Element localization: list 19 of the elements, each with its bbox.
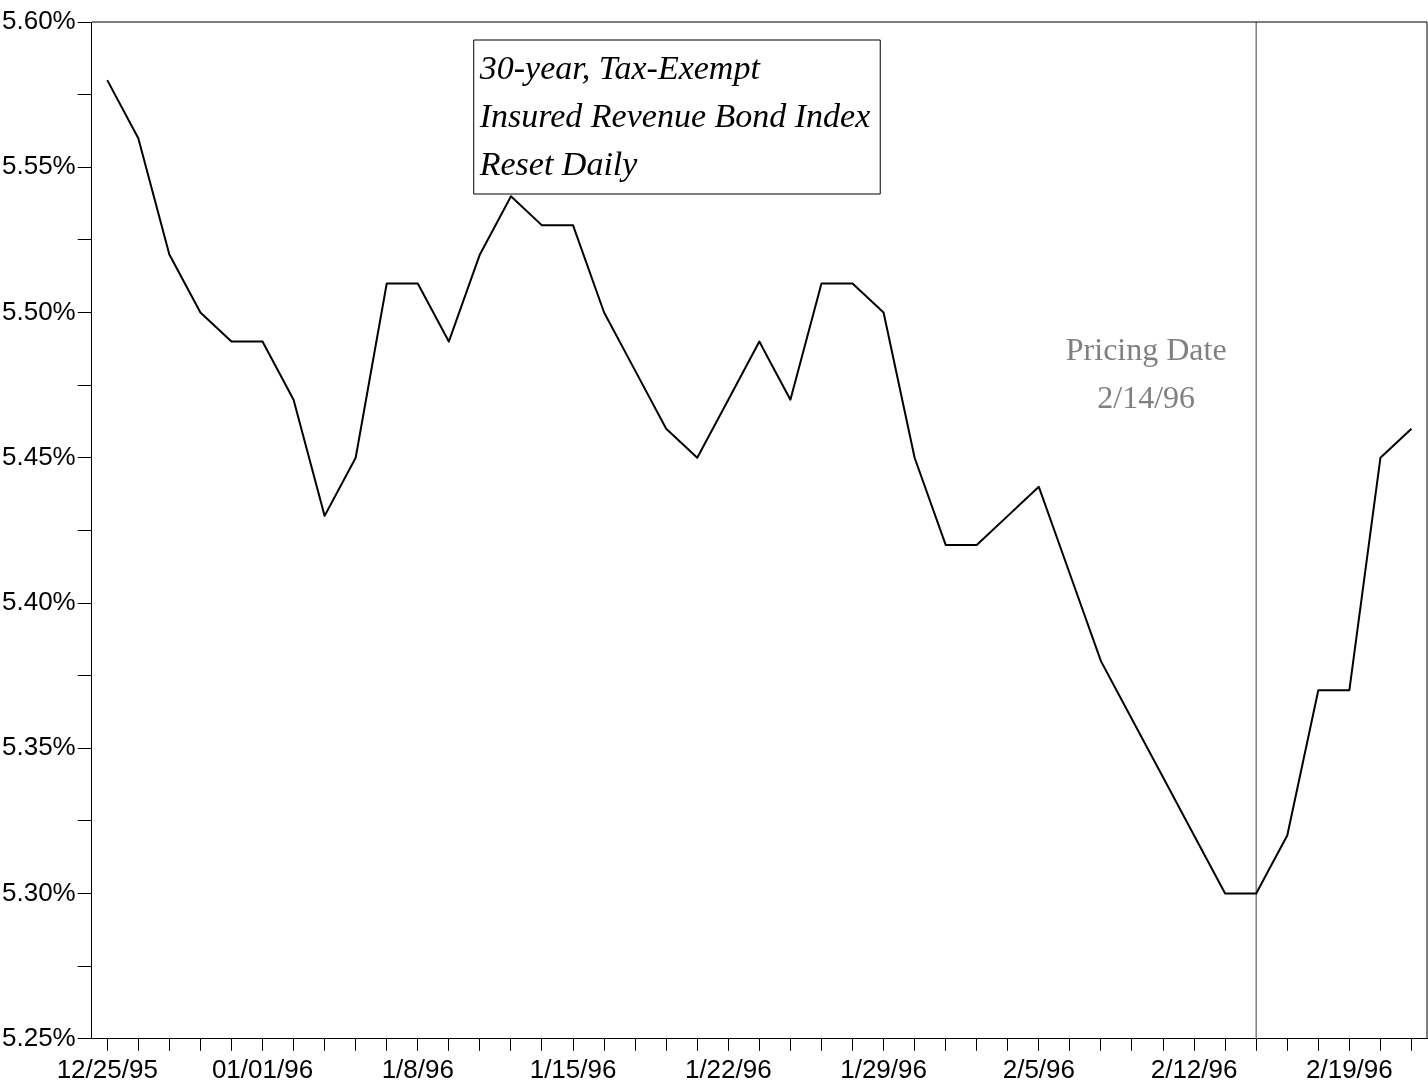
x-tick-label: 1/29/96 (840, 1053, 927, 1084)
y-tick-label: 5.35% (1, 731, 76, 762)
y-tick-label: 5.45% (1, 440, 76, 471)
y-tick-label: 5.55% (1, 150, 76, 181)
y-tick-label: 5.25% (1, 1021, 76, 1052)
y-tick-label: 5.30% (1, 876, 76, 907)
x-tick-label: 12/25/95 (56, 1053, 158, 1084)
x-tick-label: 2/12/96 (1150, 1053, 1238, 1084)
y-tick-label: 5.60% (1, 5, 76, 36)
x-tick-label: 1/15/96 (529, 1053, 617, 1084)
annotation: Pricing Date 2/14/96 (1065, 331, 1227, 416)
x-tick-label: 2/5/96 (1002, 1053, 1075, 1084)
x-tick-label: 1/22/96 (684, 1053, 772, 1084)
y-tick-label: 5.50% (1, 295, 76, 326)
x-tick-label: 01/01/96 (211, 1053, 314, 1084)
x-tick-label: 1/8/96 (381, 1053, 454, 1084)
y-tick-label: 5.40% (1, 586, 76, 617)
x-tick-label: 2/19/96 (1305, 1053, 1393, 1084)
text: 30-year, Tax-Exempt Insured Revenue Bond Index Reset Daily (478, 48, 871, 182)
